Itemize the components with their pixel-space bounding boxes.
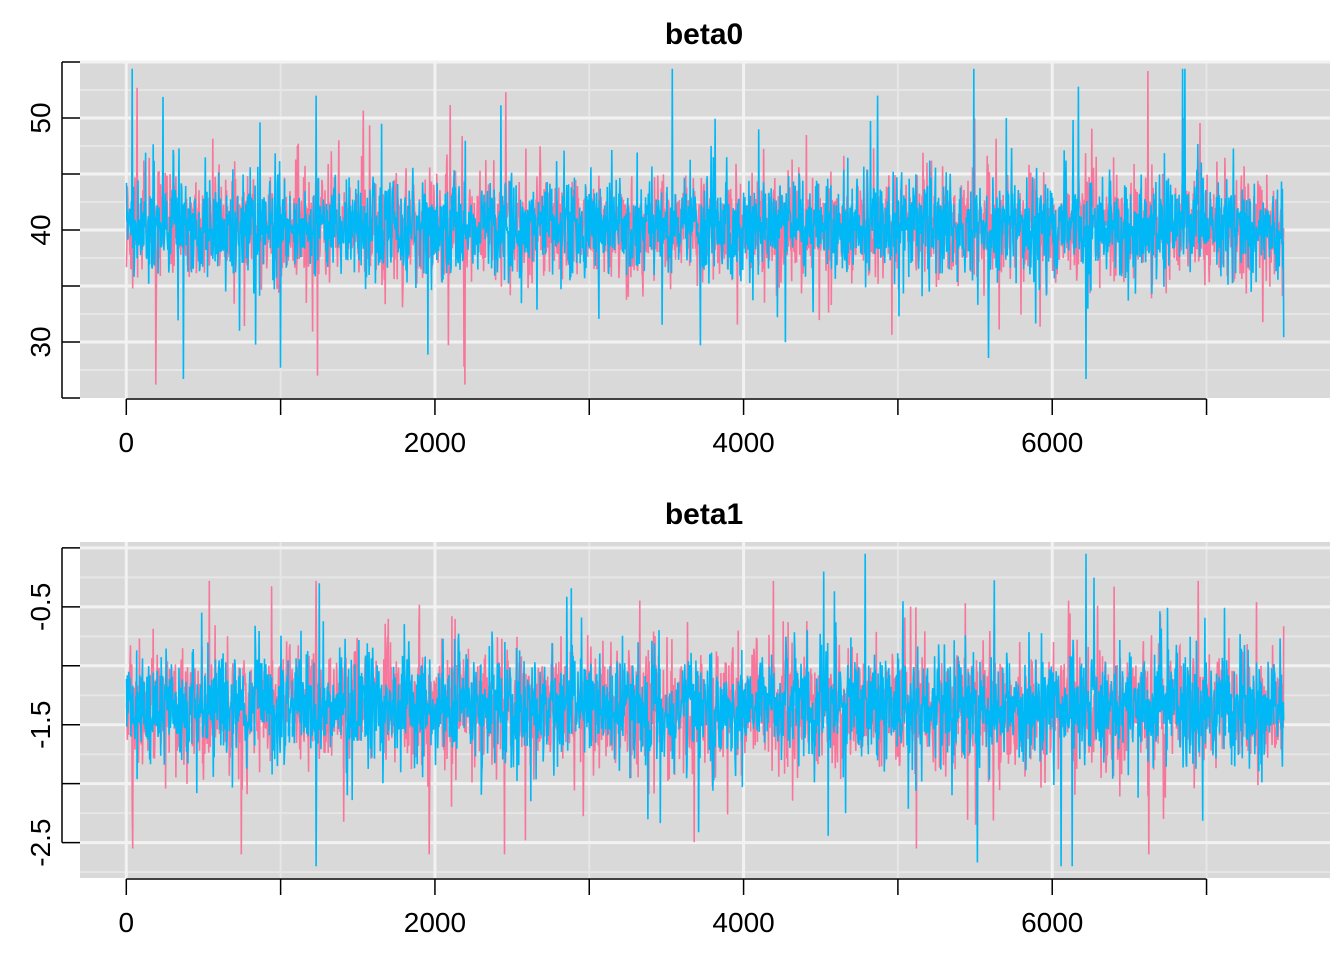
y-axis: 30 40 50 <box>25 61 80 399</box>
trace-plot-beta0: beta0 30 40 50 0 2000 4000 6000 <box>25 18 1330 458</box>
x-axis: 0 2000 4000 6000 <box>119 398 1208 458</box>
plot-title-beta1: beta1 <box>665 498 743 531</box>
x-tick-label: 6000 <box>1021 907 1083 938</box>
x-axis: 0 2000 4000 6000 <box>119 878 1208 938</box>
x-tick-label: 2000 <box>404 907 466 938</box>
trace-line-chain-2 <box>125 553 1285 867</box>
trace-plot-beta1: beta1 -2.5 -1.5 -0.5 0 2000 4000 6000 <box>25 498 1330 938</box>
x-tick-label: 4000 <box>712 427 774 458</box>
y-tick-label: 50 <box>25 102 56 133</box>
x-tick-label: 6000 <box>1021 427 1083 458</box>
y-tick-label: 40 <box>25 214 56 245</box>
trace-line-chain-2 <box>125 68 1285 380</box>
y-tick-label: -2.5 <box>25 819 56 867</box>
x-tick-label: 4000 <box>712 907 774 938</box>
y-tick-label: -1.5 <box>25 701 56 749</box>
y-tick-label: 30 <box>25 326 56 357</box>
plot-title-beta0: beta0 <box>665 18 743 51</box>
x-tick-label: 0 <box>119 907 135 938</box>
x-tick-label: 0 <box>119 427 135 458</box>
y-tick-label: -0.5 <box>25 583 56 631</box>
y-axis: -2.5 -1.5 -0.5 <box>25 547 80 867</box>
x-tick-label: 2000 <box>404 427 466 458</box>
